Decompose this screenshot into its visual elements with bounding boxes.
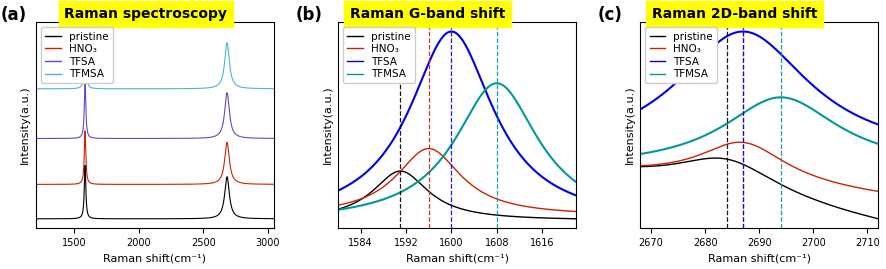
Text: (a): (a) (0, 6, 27, 24)
Text: Raman 2D-band shift: Raman 2D-band shift (651, 7, 817, 21)
Y-axis label: Intensity(a.u.): Intensity(a.u.) (20, 86, 30, 164)
Legend: pristine, HNO₃, TFSA, TFMSA: pristine, HNO₃, TFSA, TFMSA (41, 27, 113, 83)
X-axis label: Raman shift(cm⁻¹): Raman shift(cm⁻¹) (405, 253, 508, 263)
Y-axis label: Intensity(a.u.): Intensity(a.u.) (624, 86, 633, 164)
Y-axis label: Intensity(a.u.): Intensity(a.u.) (323, 86, 332, 164)
X-axis label: Raman shift(cm⁻¹): Raman shift(cm⁻¹) (707, 253, 810, 263)
Text: Raman spectroscopy: Raman spectroscopy (65, 7, 227, 21)
Text: Raman G-band shift: Raman G-band shift (349, 7, 505, 21)
Legend: pristine, HNO₃, TFSA, TFMSA: pristine, HNO₃, TFSA, TFMSA (343, 27, 415, 83)
X-axis label: Raman shift(cm⁻¹): Raman shift(cm⁻¹) (104, 253, 206, 263)
Legend: pristine, HNO₃, TFSA, TFMSA: pristine, HNO₃, TFSA, TFMSA (645, 27, 717, 83)
Text: (c): (c) (596, 6, 621, 24)
Text: (b): (b) (295, 6, 322, 24)
